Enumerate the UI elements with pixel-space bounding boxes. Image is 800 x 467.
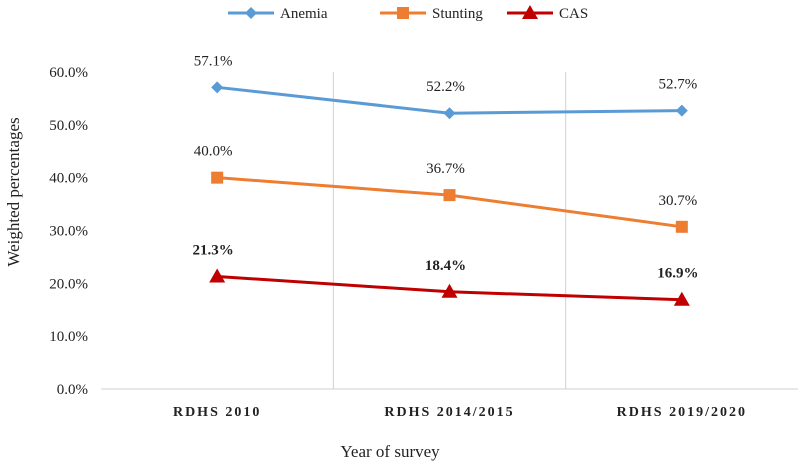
legend: Anemia Stunting CAS	[228, 5, 588, 22]
series-line-stunting	[217, 176, 683, 229]
data-point	[522, 5, 538, 19]
data-point	[245, 7, 257, 19]
data-label: 18.4%	[425, 258, 466, 274]
y-tick-label: 50.0%	[49, 118, 88, 134]
data-point	[211, 81, 224, 94]
axes: 0.0% 10.0% 20.0% 30.0% 40.0% 50.0% 60.0% RDHS 2…	[49, 65, 798, 420]
series-layer	[209, 81, 690, 306]
legend-label: CAS	[559, 6, 588, 22]
y-tick-label: 20.0%	[49, 276, 88, 292]
data-label: 16.9%	[657, 266, 698, 282]
data-labels-layer: 57.1% 52.2% 52.7% 40.0% 36.7% 30.7% 21.3% 18.4%…	[193, 53, 699, 281]
x-tick-label: RDHS 2019/2020	[617, 405, 747, 420]
data-point	[441, 283, 458, 298]
legend-item-stunting: Stunting	[380, 6, 483, 22]
category-separators	[332, 72, 567, 389]
legend-item-anemia: Anemia	[228, 6, 328, 22]
y-tick-label: 60.0%	[49, 65, 88, 81]
data-point	[443, 189, 456, 202]
data-label: 52.7%	[658, 77, 697, 93]
x-tick-label: RDHS 2014/2015	[384, 405, 514, 420]
data-label: 30.7%	[658, 193, 697, 209]
y-tick-label: 40.0%	[49, 171, 88, 187]
legend-item-cas: CAS	[507, 5, 588, 22]
x-axis-title: Year of survey	[340, 442, 440, 461]
data-point	[675, 104, 688, 117]
data-point	[209, 268, 226, 283]
legend-label: Anemia	[280, 6, 328, 22]
data-label: 57.1%	[194, 53, 233, 69]
y-tick-label: 10.0%	[49, 329, 88, 345]
data-label: 36.7%	[426, 161, 465, 177]
data-point	[443, 107, 456, 120]
data-point	[673, 291, 690, 306]
data-label: 52.2%	[426, 79, 465, 95]
data-point	[211, 171, 224, 184]
y-tick-label: 0.0%	[57, 382, 88, 398]
data-point	[397, 7, 409, 19]
y-tick-label: 30.0%	[49, 224, 88, 240]
y-axis-title: Weighted percentages	[4, 117, 23, 266]
legend-label: Stunting	[432, 6, 483, 22]
data-point	[675, 220, 688, 233]
x-tick-label: RDHS 2010	[173, 405, 261, 420]
data-label: 21.3%	[193, 242, 234, 258]
data-label: 40.0%	[194, 144, 233, 160]
